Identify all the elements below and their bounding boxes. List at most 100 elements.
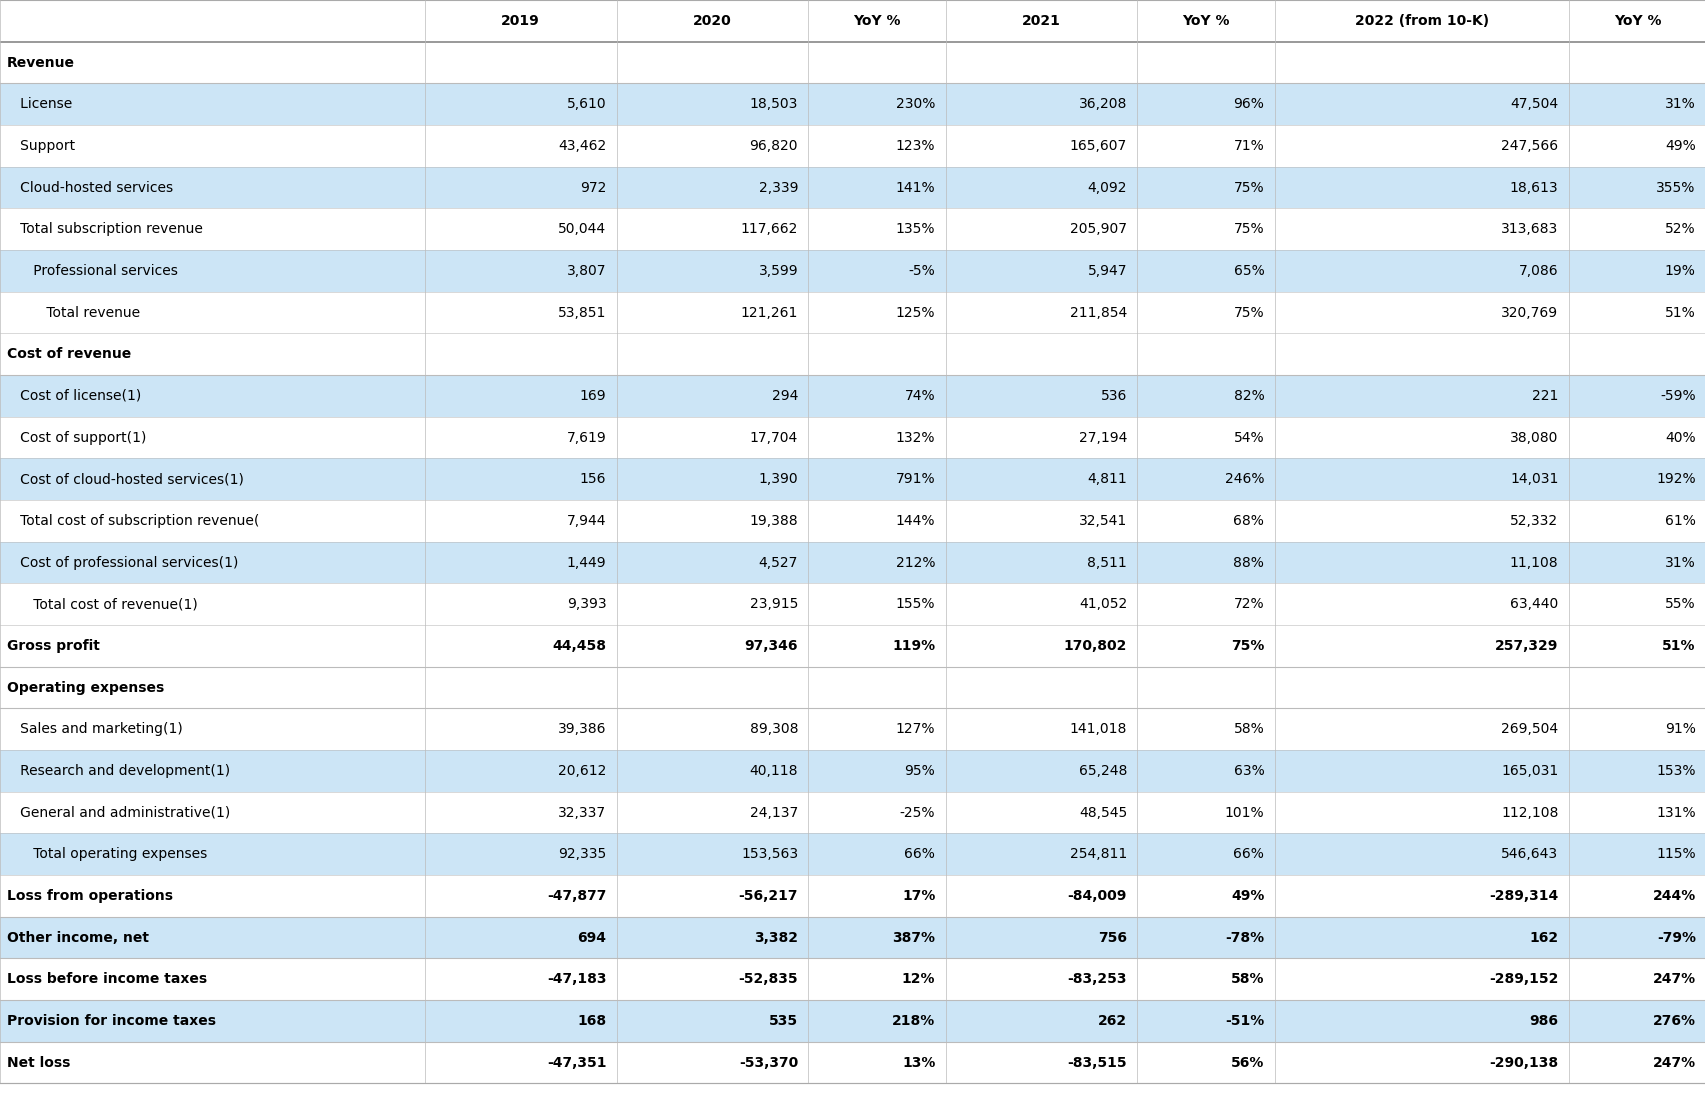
Text: Operating expenses: Operating expenses bbox=[7, 681, 164, 695]
Text: Cost of cloud-hosted services(1): Cost of cloud-hosted services(1) bbox=[7, 472, 244, 487]
Bar bbox=[0, 0, 1705, 42]
Text: 20,612: 20,612 bbox=[558, 764, 605, 778]
Text: 3,599: 3,599 bbox=[759, 264, 798, 278]
Text: 269,504: 269,504 bbox=[1500, 722, 1558, 737]
Text: -56,217: -56,217 bbox=[738, 889, 798, 903]
Text: 218%: 218% bbox=[892, 1014, 934, 1028]
Text: 212%: 212% bbox=[895, 556, 934, 570]
Text: 247%: 247% bbox=[1652, 1055, 1695, 1070]
Bar bbox=[0, 750, 1705, 791]
Text: 169: 169 bbox=[580, 389, 605, 403]
Text: 75%: 75% bbox=[1233, 306, 1263, 320]
Text: 254,811: 254,811 bbox=[1069, 847, 1127, 861]
Text: 132%: 132% bbox=[895, 431, 934, 445]
Text: 276%: 276% bbox=[1652, 1014, 1695, 1028]
Bar bbox=[0, 42, 1705, 83]
Text: 44,458: 44,458 bbox=[552, 639, 605, 653]
Bar bbox=[0, 541, 1705, 583]
Text: Net loss: Net loss bbox=[7, 1055, 70, 1070]
Text: Provision for income taxes: Provision for income taxes bbox=[7, 1014, 217, 1028]
Text: 972: 972 bbox=[580, 181, 605, 194]
Text: 49%: 49% bbox=[1231, 889, 1263, 903]
Text: General and administrative(1): General and administrative(1) bbox=[7, 806, 230, 820]
Text: 5,610: 5,610 bbox=[566, 98, 605, 111]
Text: 153,563: 153,563 bbox=[740, 847, 798, 861]
Text: Loss before income taxes: Loss before income taxes bbox=[7, 972, 206, 986]
Bar bbox=[0, 292, 1705, 333]
Bar bbox=[0, 625, 1705, 666]
Text: 96,820: 96,820 bbox=[748, 139, 798, 152]
Text: 101%: 101% bbox=[1224, 806, 1263, 820]
Text: Professional services: Professional services bbox=[7, 264, 177, 278]
Bar bbox=[0, 83, 1705, 125]
Text: 2019: 2019 bbox=[501, 14, 540, 27]
Text: 7,619: 7,619 bbox=[566, 431, 605, 445]
Text: Support: Support bbox=[7, 139, 75, 152]
Text: 47,504: 47,504 bbox=[1509, 98, 1558, 111]
Text: YoY %: YoY % bbox=[1613, 14, 1661, 27]
Text: 32,337: 32,337 bbox=[558, 806, 605, 820]
Text: 1,390: 1,390 bbox=[759, 472, 798, 487]
Text: 13%: 13% bbox=[902, 1055, 934, 1070]
Text: 32,541: 32,541 bbox=[1078, 514, 1127, 528]
Text: Other income, net: Other income, net bbox=[7, 931, 148, 945]
Text: -51%: -51% bbox=[1224, 1014, 1263, 1028]
Text: 257,329: 257,329 bbox=[1494, 639, 1558, 653]
Text: 43,462: 43,462 bbox=[558, 139, 605, 152]
Text: -25%: -25% bbox=[899, 806, 934, 820]
Text: 247,566: 247,566 bbox=[1500, 139, 1558, 152]
Text: 141%: 141% bbox=[895, 181, 934, 194]
Bar bbox=[0, 833, 1705, 875]
Text: Total subscription revenue: Total subscription revenue bbox=[7, 222, 203, 237]
Text: -289,152: -289,152 bbox=[1488, 972, 1558, 986]
Text: 1,449: 1,449 bbox=[566, 556, 605, 570]
Text: Cloud-hosted services: Cloud-hosted services bbox=[7, 181, 172, 194]
Text: 75%: 75% bbox=[1231, 639, 1263, 653]
Text: 65,248: 65,248 bbox=[1078, 764, 1127, 778]
Text: 155%: 155% bbox=[895, 597, 934, 612]
Text: 41,052: 41,052 bbox=[1078, 597, 1127, 612]
Text: 791%: 791% bbox=[895, 472, 934, 487]
Text: 31%: 31% bbox=[1664, 556, 1695, 570]
Bar bbox=[0, 708, 1705, 750]
Text: 8,511: 8,511 bbox=[1086, 556, 1127, 570]
Text: -289,314: -289,314 bbox=[1488, 889, 1558, 903]
Text: 19,388: 19,388 bbox=[748, 514, 798, 528]
Text: 23,915: 23,915 bbox=[748, 597, 798, 612]
Text: -78%: -78% bbox=[1224, 931, 1263, 945]
Text: 123%: 123% bbox=[895, 139, 934, 152]
Text: -52,835: -52,835 bbox=[738, 972, 798, 986]
Bar bbox=[0, 583, 1705, 625]
Bar bbox=[0, 959, 1705, 1001]
Text: 17%: 17% bbox=[902, 889, 934, 903]
Text: 95%: 95% bbox=[904, 764, 934, 778]
Text: 131%: 131% bbox=[1656, 806, 1695, 820]
Text: 50,044: 50,044 bbox=[558, 222, 605, 237]
Text: 9,393: 9,393 bbox=[566, 597, 605, 612]
Text: 313,683: 313,683 bbox=[1500, 222, 1558, 237]
Text: -84,009: -84,009 bbox=[1067, 889, 1127, 903]
Text: 4,527: 4,527 bbox=[759, 556, 798, 570]
Text: 535: 535 bbox=[769, 1014, 798, 1028]
Text: 4,811: 4,811 bbox=[1086, 472, 1127, 487]
Text: 97,346: 97,346 bbox=[743, 639, 798, 653]
Text: 221: 221 bbox=[1531, 389, 1558, 403]
Text: 82%: 82% bbox=[1233, 389, 1263, 403]
Text: 66%: 66% bbox=[904, 847, 934, 861]
Text: 162: 162 bbox=[1528, 931, 1558, 945]
Text: Research and development(1): Research and development(1) bbox=[7, 764, 230, 778]
Text: 2021: 2021 bbox=[1021, 14, 1061, 27]
Text: 135%: 135% bbox=[895, 222, 934, 237]
Text: 170,802: 170,802 bbox=[1064, 639, 1127, 653]
Text: YoY %: YoY % bbox=[852, 14, 900, 27]
Text: 119%: 119% bbox=[892, 639, 934, 653]
Text: 244%: 244% bbox=[1652, 889, 1695, 903]
Text: 92,335: 92,335 bbox=[558, 847, 605, 861]
Text: -59%: -59% bbox=[1659, 389, 1695, 403]
Text: 38,080: 38,080 bbox=[1509, 431, 1558, 445]
Text: 694: 694 bbox=[576, 931, 605, 945]
Text: 52,332: 52,332 bbox=[1509, 514, 1558, 528]
Text: 4,092: 4,092 bbox=[1088, 181, 1127, 194]
Text: YoY %: YoY % bbox=[1182, 14, 1229, 27]
Text: 72%: 72% bbox=[1233, 597, 1263, 612]
